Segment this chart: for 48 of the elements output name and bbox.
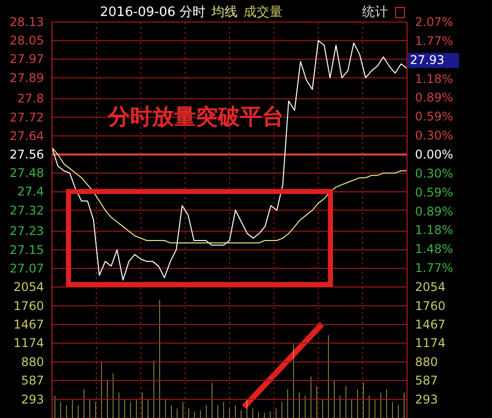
y-tick-label: 27.64 bbox=[10, 128, 44, 143]
y-tick-label: 27.48 bbox=[10, 166, 44, 180]
y2-tick-label: 880 bbox=[415, 354, 438, 369]
y2-tick-label: 0.89% bbox=[415, 204, 454, 218]
y2-tick-label: 1467 bbox=[415, 317, 446, 332]
y-tick-label: 587 bbox=[21, 374, 44, 388]
y-tick-label: 27.56 bbox=[10, 148, 44, 162]
y2-tick-label: 1.77% bbox=[415, 34, 454, 48]
text: 均线 bbox=[212, 4, 238, 21]
y2-tick-label: 0.30% bbox=[415, 166, 454, 181]
y2-tick-label: 0.59% bbox=[415, 185, 454, 200]
y2-tick-label: 1.18% bbox=[415, 72, 454, 86]
y2-tick-label: 1760 bbox=[415, 298, 446, 313]
y-tick-label: 27.4 bbox=[17, 184, 44, 199]
y2-tick-label: 0.00% bbox=[415, 148, 454, 162]
y2-tick-label: 1174 bbox=[415, 336, 446, 350]
y-tick-label: 27.89 bbox=[10, 70, 44, 85]
text: 成交量 bbox=[244, 4, 283, 21]
line-series bbox=[52, 147, 408, 244]
y-tick-label: 27.72 bbox=[10, 110, 44, 124]
y-tick-label: 27.8 bbox=[17, 92, 44, 106]
line-series bbox=[52, 40, 408, 281]
y2-tick-label: 2054 bbox=[415, 280, 446, 294]
y-tick-label: 27.07 bbox=[10, 261, 44, 276]
y2-tick-label: 0.89% bbox=[415, 90, 454, 105]
y-tick-label: 28.13 bbox=[10, 15, 44, 29]
y-tick-label: 27.15 bbox=[10, 242, 44, 257]
y-tick-label: 1760 bbox=[13, 298, 44, 313]
y2-tick-label: 0.30% bbox=[415, 128, 454, 142]
y2-tick-label: 1.18% bbox=[415, 223, 454, 238]
y2-tick-label: 2.07% bbox=[415, 15, 454, 29]
text: 27.93 bbox=[408, 53, 459, 68]
y-tick-label: 28.05 bbox=[10, 34, 44, 48]
y2-tick-label: 0.59% bbox=[415, 110, 454, 124]
text: 统计 bbox=[362, 4, 388, 21]
chart-title: 2016-09-06 分时 bbox=[100, 4, 206, 21]
y-tick-label: 27.23 bbox=[10, 224, 44, 238]
y-tick-label: 27.97 bbox=[10, 52, 44, 66]
y-tick-label: 880 bbox=[21, 354, 44, 369]
y2-tick-label: 1.77% bbox=[415, 260, 454, 275]
y-tick-label: 1467 bbox=[13, 317, 44, 332]
y2-tick-label: 293 bbox=[415, 392, 438, 406]
y-tick-label: 293 bbox=[21, 392, 44, 406]
y-tick-label: 2054 bbox=[13, 280, 44, 294]
y2-tick-label: 1.48% bbox=[415, 242, 454, 256]
y2-tick-label: 587 bbox=[415, 374, 438, 388]
y-tick-label: 1174 bbox=[13, 336, 44, 350]
y-tick-label: 27.32 bbox=[10, 203, 44, 218]
